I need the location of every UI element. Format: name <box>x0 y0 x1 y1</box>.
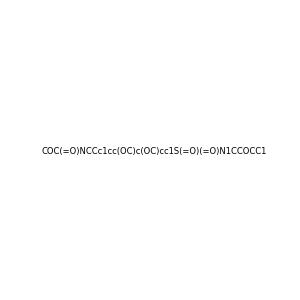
Text: COC(=O)NCCc1cc(OC)c(OC)cc1S(=O)(=O)N1CCOCC1: COC(=O)NCCc1cc(OC)c(OC)cc1S(=O)(=O)N1CCO… <box>41 147 266 156</box>
